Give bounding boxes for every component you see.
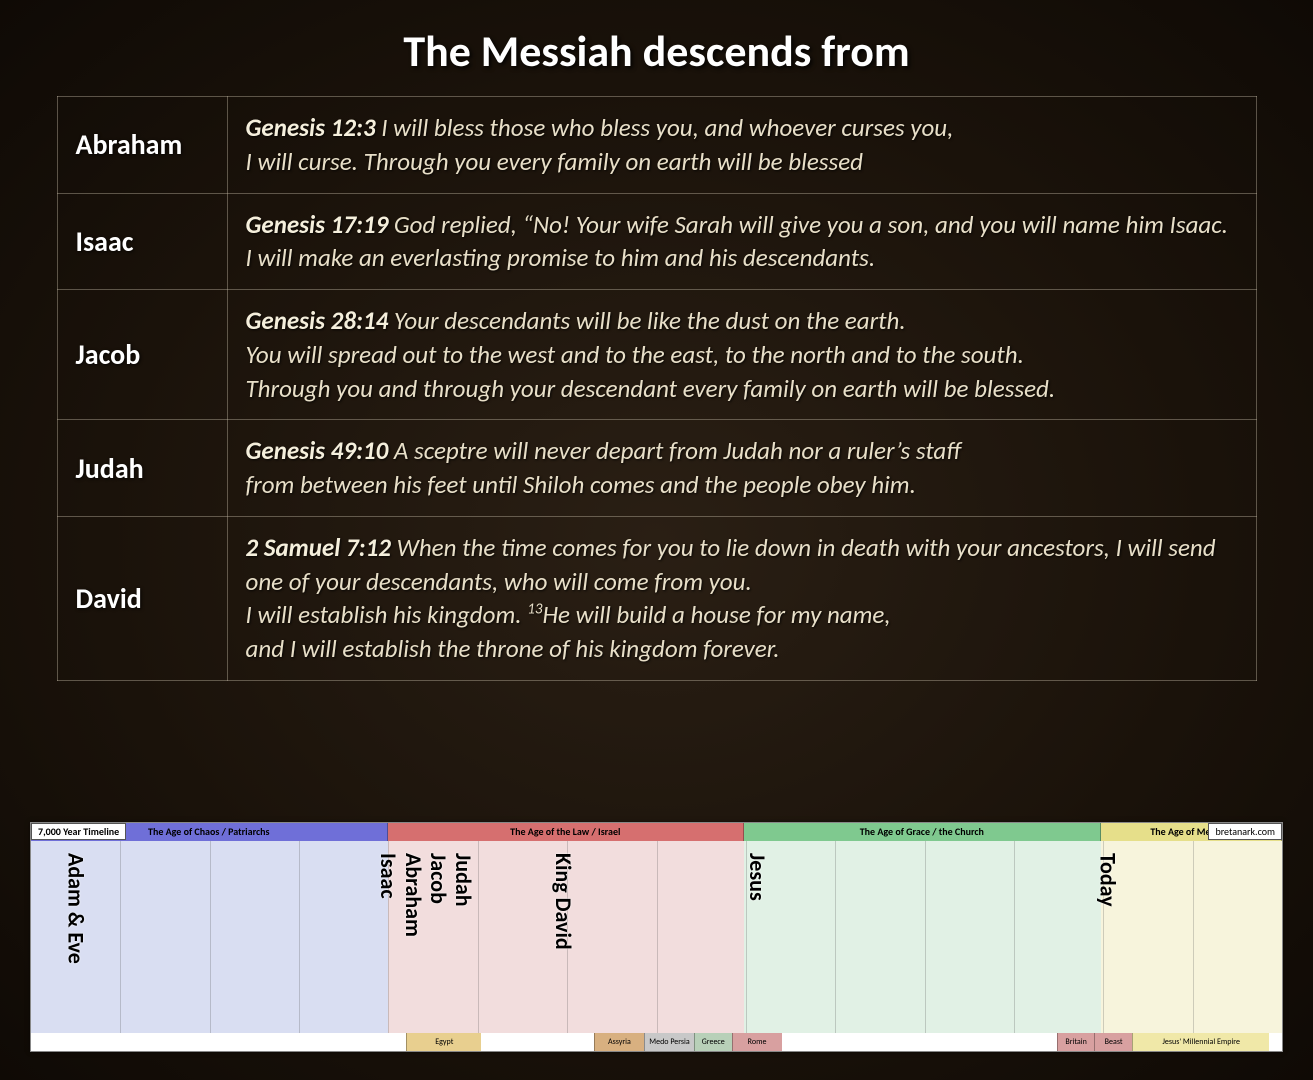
- empire-segment: Medo Persia: [644, 1033, 694, 1051]
- verse-reference: Genesis 28:14: [246, 305, 389, 336]
- table-row: IsaacGenesis 17:19 God replied, “No! You…: [57, 193, 1256, 290]
- empire-segment: Greece: [694, 1033, 732, 1051]
- timeline-marker: Abraham: [400, 853, 427, 937]
- empire-segment: Egypt: [406, 1033, 481, 1051]
- timeline-title: 7,000 Year Timeline: [31, 823, 126, 840]
- timeline-marker: King David: [550, 853, 577, 950]
- era-header: The Age of the Law / Israel: [388, 823, 745, 841]
- timeline-marker: Jesus: [744, 853, 771, 901]
- gridline: [657, 841, 658, 1033]
- table-row: AbrahamGenesis 12:3 I will bless those w…: [57, 97, 1256, 194]
- table-row: David2 Samuel 7:12 When the time comes f…: [57, 516, 1256, 680]
- lineage-table: AbrahamGenesis 12:3 I will bless those w…: [57, 96, 1257, 681]
- timeline-marker: Adam & Eve: [62, 853, 89, 964]
- verse-reference: 2 Samuel 7:12: [246, 532, 391, 563]
- table-row: JacobGenesis 28:14 Your descendants will…: [57, 290, 1256, 420]
- timeline-source: bretanark.com: [1208, 823, 1282, 840]
- verse-cell: Genesis 28:14 Your descendants will be l…: [227, 290, 1256, 420]
- era-body: [744, 841, 1101, 1033]
- era-body: [1101, 841, 1282, 1033]
- timeline-marker: Isaac: [375, 853, 402, 899]
- empire-segment: Beast: [1094, 1033, 1132, 1051]
- ancestor-name: Isaac: [57, 193, 227, 290]
- gridline: [210, 841, 211, 1033]
- empire-segment: Assyria Babylon: [594, 1033, 644, 1051]
- timeline-marker: Jacob: [425, 853, 452, 904]
- verse-text: When the time comes for you to lie down …: [246, 532, 1216, 664]
- verse-text: God replied, “No! Your wife Sarah will g…: [246, 209, 1228, 274]
- gridline: [478, 841, 479, 1033]
- gridline: [835, 841, 836, 1033]
- verse-cell: Genesis 49:10 A sceptre will never depar…: [227, 420, 1256, 517]
- empire-segment: Jesus' Millennial Empire: [1132, 1033, 1270, 1051]
- verse-reference: Genesis 17:19: [246, 209, 389, 240]
- verse-cell: Genesis 17:19 God replied, “No! Your wif…: [227, 193, 1256, 290]
- empire-segment: Britain: [1057, 1033, 1095, 1051]
- gridline: [1193, 841, 1194, 1033]
- verse-reference: Genesis 49:10: [246, 435, 389, 466]
- verse-cell: 2 Samuel 7:12 When the time comes for yo…: [227, 516, 1256, 680]
- gridline: [120, 841, 121, 1033]
- gridline: [1014, 841, 1015, 1033]
- table-row: JudahGenesis 49:10 A sceptre will never …: [57, 420, 1256, 517]
- timeline-chart: 7,000 Year Timeline bretanark.com The Ag…: [30, 822, 1283, 1052]
- ancestor-name: Abraham: [57, 97, 227, 194]
- gridline: [925, 841, 926, 1033]
- empire-segment: Rome: [732, 1033, 782, 1051]
- verse-cell: Genesis 12:3 I will bless those who bles…: [227, 97, 1256, 194]
- timeline-marker: Judah: [450, 853, 477, 907]
- era-header: The Age of Grace / the Church: [744, 823, 1101, 841]
- verse-reference: Genesis 12:3: [246, 112, 376, 143]
- ancestor-name: Judah: [57, 420, 227, 517]
- page-title: The Messiah descends from: [0, 0, 1313, 96]
- ancestor-name: David: [57, 516, 227, 680]
- ancestor-name: Jacob: [57, 290, 227, 420]
- timeline-marker: Today: [1094, 853, 1121, 907]
- gridline: [299, 841, 300, 1033]
